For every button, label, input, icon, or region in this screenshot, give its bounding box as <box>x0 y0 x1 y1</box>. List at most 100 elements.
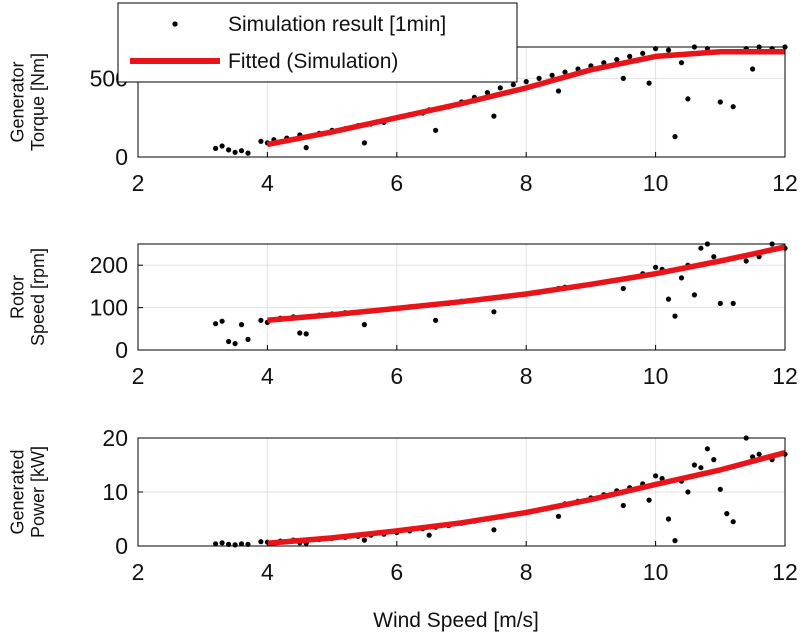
data-point <box>245 150 251 156</box>
data-point <box>678 60 685 66</box>
data-point <box>258 138 264 144</box>
legend-marker-scatter <box>172 21 178 27</box>
data-point <box>620 285 626 292</box>
data-point <box>245 336 251 342</box>
data-point <box>672 538 678 544</box>
data-point <box>555 513 562 519</box>
x-tick-label: 6 <box>390 559 403 585</box>
data-point <box>711 457 717 463</box>
y-axis-label-line: Rotor <box>7 275 27 319</box>
data-point <box>232 149 238 155</box>
y-tick-label: 0 <box>115 337 128 363</box>
data-point <box>258 317 264 323</box>
data-point <box>743 258 749 264</box>
data-point <box>555 88 562 94</box>
data-point <box>665 296 672 302</box>
data-point <box>685 489 691 495</box>
data-point <box>601 60 607 66</box>
data-point <box>219 143 225 149</box>
axes-frame <box>137 243 786 351</box>
x-tick-label: 2 <box>132 363 145 389</box>
data-point <box>562 69 568 75</box>
legend: Simulation result [1min] Fitted (Simulat… <box>117 2 518 83</box>
data-point <box>232 542 238 548</box>
legend-label-scatter: Simulation result [1min] <box>228 13 446 36</box>
data-point <box>640 50 646 56</box>
x-tick-label: 8 <box>520 559 533 585</box>
data-point <box>665 47 672 53</box>
legend-box <box>117 2 518 83</box>
y-tick-label: 200 <box>90 252 128 278</box>
y-axis-label-line: Power [kW] <box>28 446 48 538</box>
data-point <box>653 264 659 270</box>
data-point <box>219 540 225 546</box>
data-point <box>361 140 367 146</box>
y-axis-label-line: Torque [Nm] <box>28 53 48 151</box>
legend-label-fit: Fitted (Simulation) <box>228 50 398 73</box>
data-point <box>711 254 717 260</box>
data-point <box>620 75 626 81</box>
panel-3: 2 4 6 8 10 12 0 10 20 GeneratedPower [kW] <box>7 425 797 585</box>
y-tick-label: 0 <box>115 533 128 559</box>
y-tick-label: 0 <box>115 144 128 170</box>
x-tick-label: 8 <box>520 363 533 389</box>
fitted-line <box>266 48 785 148</box>
data-point <box>361 537 367 543</box>
data-point <box>653 473 659 479</box>
data-point <box>717 486 723 492</box>
y-tick-label: 10 <box>102 479 128 505</box>
data-point <box>238 322 245 328</box>
data-point <box>226 147 232 153</box>
data-point <box>730 104 736 110</box>
data-point <box>627 53 633 60</box>
data-point <box>258 539 264 545</box>
data-point <box>497 85 503 91</box>
y-tick-label: 100 <box>90 295 128 321</box>
data-point <box>704 446 711 452</box>
data-point <box>433 127 439 133</box>
y-axis-label: GeneratedPower [kW] <box>7 446 48 538</box>
y-axis-label-line: Generated <box>7 449 27 534</box>
data-point <box>238 148 245 154</box>
panel-2: 2 4 6 8 10 12 0 100 200 RotorSpeed [rpm] <box>7 241 798 389</box>
data-point <box>232 341 238 347</box>
data-point <box>219 318 225 324</box>
data-point <box>698 465 704 471</box>
x-tick-label: 2 <box>132 170 145 196</box>
x-axis-label: Wind Speed [m/s] <box>373 609 539 632</box>
data-point <box>361 322 367 328</box>
fitted-line <box>267 449 786 547</box>
data-point <box>678 275 685 281</box>
x-tick-label: 6 <box>390 170 403 196</box>
data-point <box>426 532 432 538</box>
data-point <box>672 313 678 319</box>
data-point <box>646 497 652 503</box>
data-point <box>646 80 652 86</box>
x-tick-label: 12 <box>772 170 798 196</box>
data-point <box>665 516 672 522</box>
y-tick-label: 20 <box>102 425 128 451</box>
data-point <box>213 145 219 151</box>
y-axis-label-line: Speed [rpm] <box>28 248 48 346</box>
data-point <box>238 541 245 547</box>
data-point <box>730 300 736 306</box>
data-point <box>536 75 542 81</box>
data-point <box>756 451 762 457</box>
data-point <box>717 300 723 306</box>
data-point <box>614 57 620 63</box>
data-point <box>659 475 665 482</box>
y-axis-label: RotorSpeed [rpm] <box>7 248 48 346</box>
y-axis-label: GeneratorTorque [Nm] <box>7 53 48 151</box>
data-point <box>698 245 704 251</box>
data-point <box>213 321 219 327</box>
data-point <box>620 502 626 509</box>
data-point <box>491 527 497 533</box>
x-tick-label: 8 <box>520 170 533 196</box>
x-tick-label: 10 <box>643 363 669 389</box>
data-point <box>297 330 303 336</box>
x-tick-label: 10 <box>643 559 669 585</box>
x-tick-label: 4 <box>261 559 274 585</box>
data-point <box>226 338 232 345</box>
fitted-line <box>267 244 786 324</box>
